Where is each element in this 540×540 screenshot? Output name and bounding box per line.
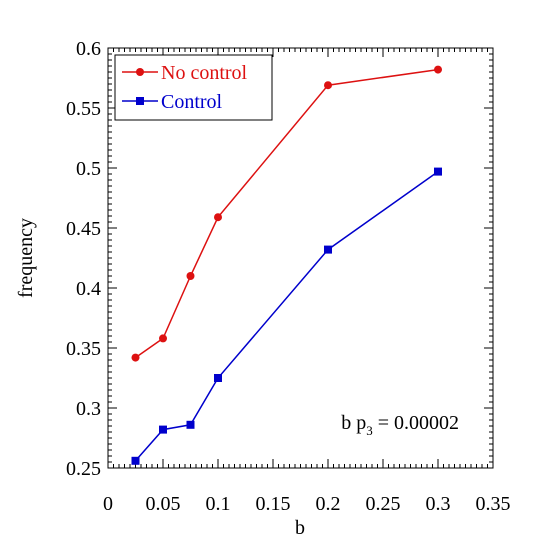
x-tick-label: 0.2 (316, 493, 341, 515)
y-tick-label: 0.3 (76, 398, 101, 420)
legend-marker-control (136, 97, 144, 105)
plot-frame (107, 47, 494, 469)
data-point-control (186, 420, 195, 429)
y-tick-label: 0.6 (76, 38, 101, 60)
y-tick-label: 0.4 (76, 278, 101, 300)
minor-ticks (107, 47, 494, 469)
y-tick-label: 0.5 (76, 158, 101, 180)
annotation-suffix: = 0.00002 (373, 412, 459, 434)
data-point-control (131, 456, 140, 465)
series-line-no-control (135, 68, 439, 359)
legend-label-control: Control (161, 91, 223, 113)
y-axis-label: frequency (15, 218, 37, 298)
x-tick-label: 0.35 (476, 493, 511, 515)
x-tick-label: 0.1 (206, 493, 231, 515)
annotation: b p3 = 0.00002 (341, 412, 459, 438)
data-point-no-control (131, 353, 140, 362)
data-point-control (159, 425, 167, 434)
x-tick-label: 0.05 (146, 493, 181, 515)
data-point-no-control (434, 65, 442, 74)
y-tick-label: 0.35 (66, 338, 101, 360)
y-tick-labels: 0.25 0.3 0.35 0.4 0.45 0.5 0.55 0.6 (66, 38, 101, 480)
legend-marker-no-control (136, 68, 144, 76)
data-point-no-control (214, 213, 222, 222)
legend: No control Control (114, 54, 273, 121)
annotation-subscript: 3 (366, 423, 373, 438)
x-tick-labels: 0 0.05 0.1 0.15 0.2 0.25 0.3 0.35 (103, 493, 511, 515)
series-layer (131, 65, 442, 465)
x-tick-label: 0.3 (426, 493, 451, 515)
x-tick-label: 0.15 (256, 493, 291, 515)
data-point-control (434, 167, 442, 176)
x-tick-label: 0 (103, 493, 113, 515)
legend-label-no-control: No control (161, 62, 248, 84)
y-tick-label: 0.45 (66, 218, 101, 240)
annotation-prefix: b p (341, 412, 366, 434)
data-point-control (214, 374, 222, 382)
data-point-no-control (324, 81, 332, 90)
series-line-control (134, 170, 439, 462)
data-point-no-control (159, 334, 167, 343)
data-point-control (324, 245, 332, 254)
x-tick-label: 0.25 (366, 493, 401, 515)
y-tick-label: 0.55 (66, 98, 101, 120)
legend-box (114, 54, 273, 121)
y-tick-label: 0.25 (66, 458, 101, 480)
data-point-no-control (186, 272, 195, 280)
x-axis-label: b (295, 517, 305, 539)
